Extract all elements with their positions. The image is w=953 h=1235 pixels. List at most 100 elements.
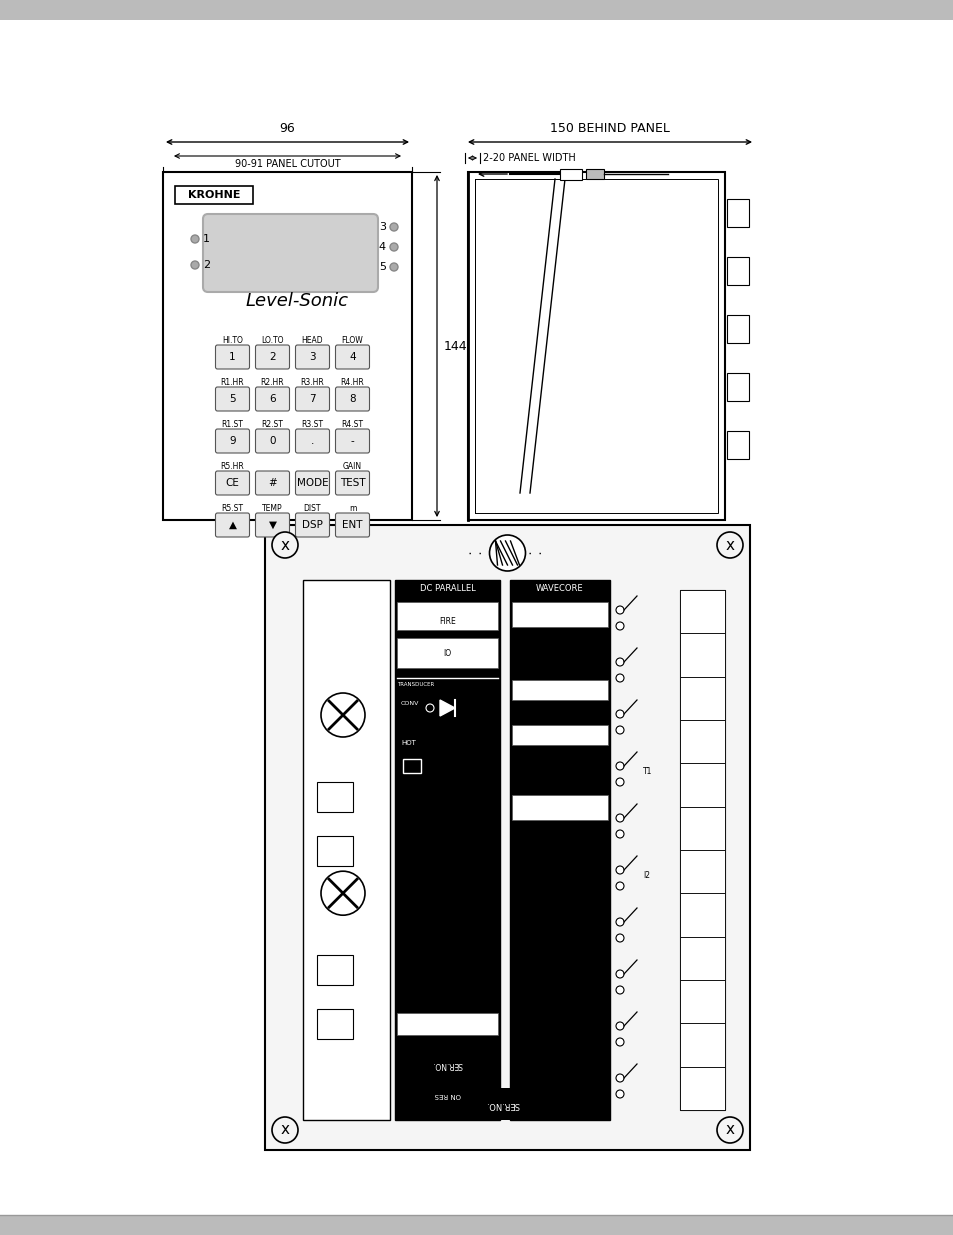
Text: SER.NO.: SER.NO. (485, 1099, 519, 1109)
Text: R4.HR: R4.HR (340, 378, 364, 387)
Bar (679, 936, 724, 981)
Text: R3.HR: R3.HR (300, 378, 324, 387)
Circle shape (616, 969, 623, 978)
Circle shape (191, 235, 199, 243)
Text: 144: 144 (443, 340, 467, 352)
FancyBboxPatch shape (255, 387, 289, 411)
Bar (316, 836, 353, 866)
FancyBboxPatch shape (255, 513, 289, 537)
Circle shape (616, 1037, 623, 1046)
FancyBboxPatch shape (295, 345, 329, 369)
Bar (0, 1223, 953, 1235)
Bar (679, 806, 724, 850)
Bar (512, 725, 607, 745)
Circle shape (616, 830, 623, 839)
Bar (726, 257, 748, 285)
Bar (679, 590, 724, 634)
Bar (303, 580, 390, 1120)
Text: Level-Sonic: Level-Sonic (246, 291, 349, 310)
Bar (395, 1088, 609, 1120)
Circle shape (272, 1116, 297, 1144)
FancyBboxPatch shape (295, 429, 329, 453)
Text: DSP: DSP (302, 520, 323, 530)
Text: GAIN: GAIN (342, 462, 362, 471)
Circle shape (616, 918, 623, 926)
Text: ▼: ▼ (268, 520, 276, 530)
Bar (679, 1024, 724, 1067)
Text: TRANSDUCER: TRANSDUCER (396, 682, 434, 687)
FancyBboxPatch shape (215, 345, 250, 369)
Circle shape (272, 532, 297, 558)
FancyBboxPatch shape (215, 429, 250, 453)
Text: 8: 8 (349, 394, 355, 404)
Text: IO: IO (443, 648, 451, 657)
Circle shape (616, 814, 623, 823)
Bar (468, 172, 724, 520)
Text: 2: 2 (269, 352, 275, 362)
Text: 150 BEHIND PANEL: 150 BEHIND PANEL (550, 122, 669, 135)
Bar (316, 782, 353, 813)
Bar (512, 795, 607, 820)
FancyBboxPatch shape (203, 214, 377, 291)
Circle shape (616, 866, 623, 874)
FancyBboxPatch shape (295, 513, 329, 537)
Circle shape (616, 1074, 623, 1082)
Bar (395, 580, 499, 1120)
Bar (679, 850, 724, 893)
Text: 2: 2 (203, 261, 210, 270)
Text: HEAD: HEAD (301, 336, 323, 345)
Bar (679, 677, 724, 720)
Circle shape (616, 1091, 623, 1098)
Text: 96: 96 (279, 122, 295, 135)
Circle shape (390, 243, 397, 251)
Bar (726, 315, 748, 343)
Text: WAVECORE: WAVECORE (536, 584, 583, 593)
Text: 1: 1 (203, 233, 210, 245)
Text: LO.TO: LO.TO (261, 336, 283, 345)
Circle shape (616, 986, 623, 994)
Bar (265, 525, 749, 1150)
Bar (512, 680, 607, 700)
Bar (396, 1013, 497, 1035)
Bar (163, 172, 412, 520)
Circle shape (616, 726, 623, 734)
Text: R1.ST: R1.ST (221, 420, 243, 429)
Text: -: - (351, 436, 354, 446)
FancyBboxPatch shape (255, 471, 289, 495)
Text: 0: 0 (269, 436, 275, 446)
Text: FLOW: FLOW (341, 336, 363, 345)
FancyBboxPatch shape (215, 513, 250, 537)
Text: HI.TO: HI.TO (222, 336, 243, 345)
Bar (512, 601, 607, 627)
Circle shape (390, 224, 397, 231)
Text: CE: CE (225, 478, 239, 488)
Circle shape (616, 658, 623, 666)
FancyBboxPatch shape (335, 429, 369, 453)
FancyBboxPatch shape (255, 345, 289, 369)
Bar (726, 373, 748, 401)
Circle shape (320, 693, 365, 737)
Bar (174, 186, 253, 204)
Bar (585, 169, 603, 179)
Text: 2-20 PANEL WIDTH: 2-20 PANEL WIDTH (482, 153, 576, 163)
Circle shape (717, 1116, 742, 1144)
Bar (402, 760, 420, 773)
Text: R2.HR: R2.HR (260, 378, 284, 387)
FancyBboxPatch shape (335, 345, 369, 369)
Bar (0, 1215, 953, 1223)
FancyBboxPatch shape (335, 387, 369, 411)
Text: 3: 3 (378, 222, 386, 232)
Bar (726, 431, 748, 459)
FancyBboxPatch shape (295, 471, 329, 495)
Bar (0, 0, 953, 20)
Text: 5: 5 (378, 262, 386, 272)
Bar (679, 893, 724, 936)
Bar (679, 981, 724, 1024)
Circle shape (489, 535, 525, 571)
Text: 4: 4 (378, 242, 386, 252)
Text: x: x (280, 1123, 289, 1137)
Text: x: x (280, 537, 289, 552)
Text: R2.ST: R2.ST (261, 420, 283, 429)
FancyBboxPatch shape (215, 471, 250, 495)
Circle shape (616, 710, 623, 718)
